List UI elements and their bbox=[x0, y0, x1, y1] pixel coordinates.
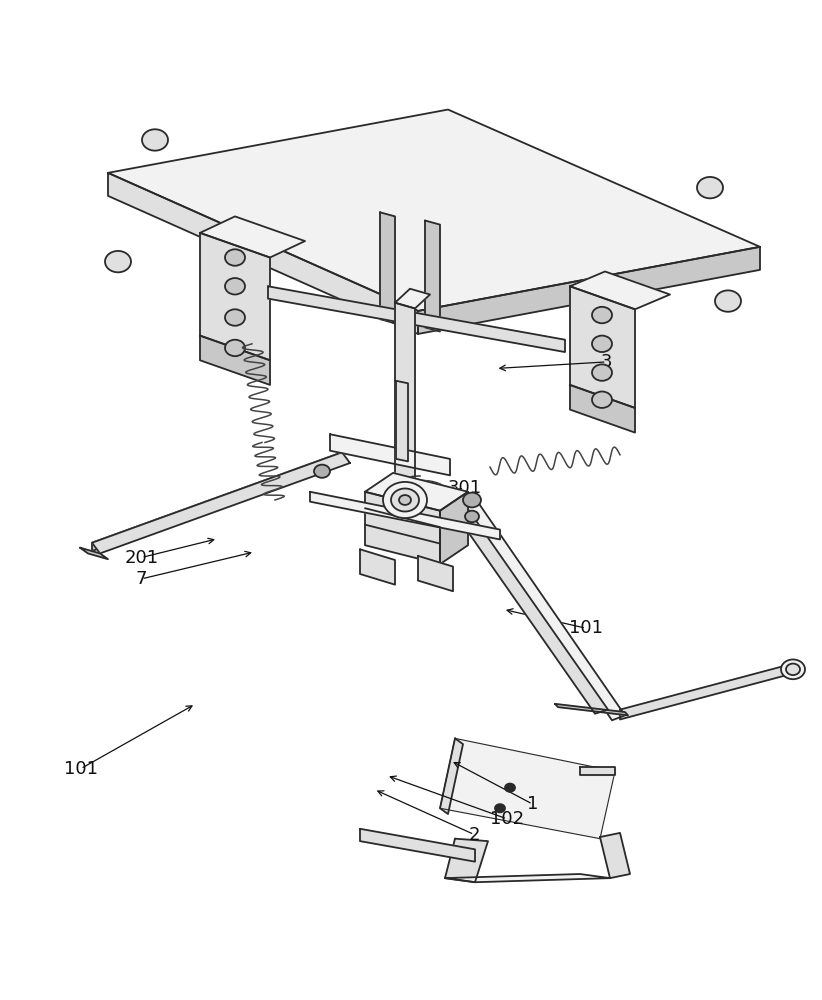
Polygon shape bbox=[600, 833, 630, 878]
Ellipse shape bbox=[786, 664, 800, 675]
Polygon shape bbox=[425, 221, 440, 331]
Text: 101: 101 bbox=[63, 760, 98, 778]
Ellipse shape bbox=[592, 336, 612, 352]
Ellipse shape bbox=[105, 251, 131, 272]
Text: 101: 101 bbox=[569, 619, 603, 637]
Text: 1: 1 bbox=[527, 795, 538, 813]
Ellipse shape bbox=[781, 659, 805, 679]
Polygon shape bbox=[310, 492, 500, 539]
Polygon shape bbox=[580, 767, 615, 775]
Polygon shape bbox=[330, 434, 450, 475]
Ellipse shape bbox=[495, 804, 505, 812]
Ellipse shape bbox=[225, 278, 245, 294]
Text: 301: 301 bbox=[447, 479, 482, 497]
Ellipse shape bbox=[592, 391, 612, 408]
Polygon shape bbox=[360, 829, 475, 862]
Ellipse shape bbox=[465, 511, 479, 522]
Polygon shape bbox=[108, 173, 418, 334]
Text: 102: 102 bbox=[490, 810, 524, 828]
Ellipse shape bbox=[715, 290, 741, 312]
Polygon shape bbox=[380, 212, 395, 323]
Ellipse shape bbox=[142, 129, 168, 151]
Ellipse shape bbox=[225, 340, 245, 356]
Ellipse shape bbox=[399, 495, 411, 505]
Polygon shape bbox=[200, 336, 270, 385]
Ellipse shape bbox=[225, 249, 245, 266]
Ellipse shape bbox=[225, 309, 245, 326]
Ellipse shape bbox=[314, 465, 330, 478]
Polygon shape bbox=[396, 381, 408, 461]
Polygon shape bbox=[200, 233, 270, 360]
Polygon shape bbox=[440, 488, 608, 714]
Ellipse shape bbox=[463, 493, 481, 507]
Polygon shape bbox=[418, 247, 760, 334]
Polygon shape bbox=[570, 385, 635, 433]
Polygon shape bbox=[440, 738, 615, 839]
Ellipse shape bbox=[697, 177, 723, 198]
Polygon shape bbox=[440, 488, 453, 500]
Text: 3: 3 bbox=[601, 353, 612, 371]
Text: 2: 2 bbox=[469, 826, 480, 844]
Text: 7: 7 bbox=[136, 570, 147, 588]
Polygon shape bbox=[620, 664, 790, 719]
Polygon shape bbox=[365, 473, 468, 511]
Polygon shape bbox=[418, 556, 453, 591]
Text: 4: 4 bbox=[469, 493, 481, 511]
Ellipse shape bbox=[383, 482, 427, 518]
Ellipse shape bbox=[505, 784, 515, 792]
Polygon shape bbox=[570, 286, 635, 408]
Ellipse shape bbox=[391, 488, 419, 512]
Polygon shape bbox=[440, 738, 463, 814]
Polygon shape bbox=[555, 704, 628, 715]
Polygon shape bbox=[92, 452, 350, 553]
Polygon shape bbox=[445, 874, 610, 882]
Polygon shape bbox=[268, 286, 565, 352]
Polygon shape bbox=[108, 110, 760, 311]
Polygon shape bbox=[80, 548, 108, 559]
Polygon shape bbox=[365, 492, 440, 564]
Polygon shape bbox=[395, 289, 430, 308]
Polygon shape bbox=[445, 839, 488, 882]
Polygon shape bbox=[460, 495, 625, 720]
Polygon shape bbox=[200, 216, 305, 258]
Text: 201: 201 bbox=[124, 549, 159, 567]
Ellipse shape bbox=[592, 307, 612, 323]
Polygon shape bbox=[440, 492, 468, 564]
Polygon shape bbox=[570, 271, 670, 309]
Ellipse shape bbox=[592, 364, 612, 381]
Polygon shape bbox=[360, 549, 395, 585]
Polygon shape bbox=[395, 303, 415, 514]
Polygon shape bbox=[92, 452, 342, 551]
